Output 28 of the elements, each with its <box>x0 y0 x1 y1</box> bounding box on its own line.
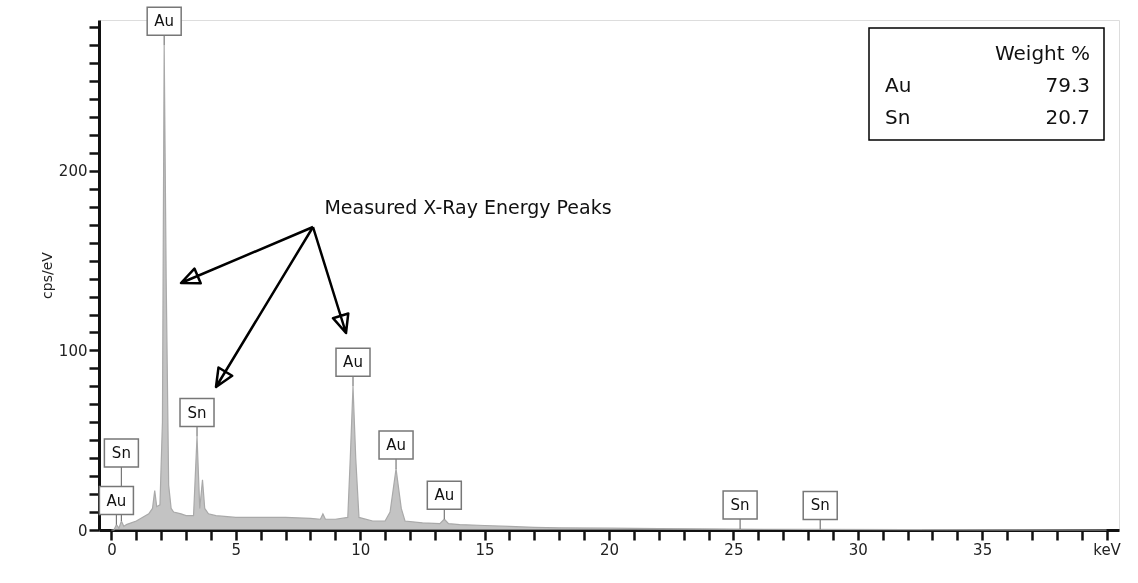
x-tick-label: 0 <box>107 540 117 559</box>
x-tick-label: keV <box>1093 540 1122 559</box>
x-tick-label: 25 <box>724 540 744 559</box>
y-tick-label: 0 <box>77 521 88 540</box>
annotation: Sn <box>885 105 911 129</box>
annotation: 79.3 <box>1045 73 1090 97</box>
annotation: Au <box>885 73 912 97</box>
annotation: Sn <box>810 496 830 515</box>
x-tick-label: 20 <box>599 540 620 559</box>
annotation: Sn <box>111 444 131 463</box>
annotation: Au <box>386 435 406 454</box>
x-tick-label: 15 <box>475 540 495 559</box>
y-tick-label: 100 <box>58 341 88 360</box>
x-tick-label: 30 <box>848 540 868 559</box>
x-tick-label: 5 <box>231 540 242 559</box>
y-tick-label: 200 <box>58 162 88 181</box>
annotation: Au <box>434 486 455 505</box>
y-axis-title: cps/eV <box>38 251 55 299</box>
x-tick-label: 35 <box>973 540 993 559</box>
annotation: Au <box>106 491 127 510</box>
annotation: Sn <box>730 496 750 515</box>
annotation: Sn <box>187 403 207 422</box>
annotation: Au <box>343 353 363 372</box>
annotation: 20.7 <box>1045 105 1090 129</box>
annotation: Measured X-Ray Energy Peaks <box>324 196 612 218</box>
annotation: Weight % <box>994 41 1090 65</box>
annotation: Au <box>154 12 175 31</box>
x-tick-label: 10 <box>351 540 371 559</box>
